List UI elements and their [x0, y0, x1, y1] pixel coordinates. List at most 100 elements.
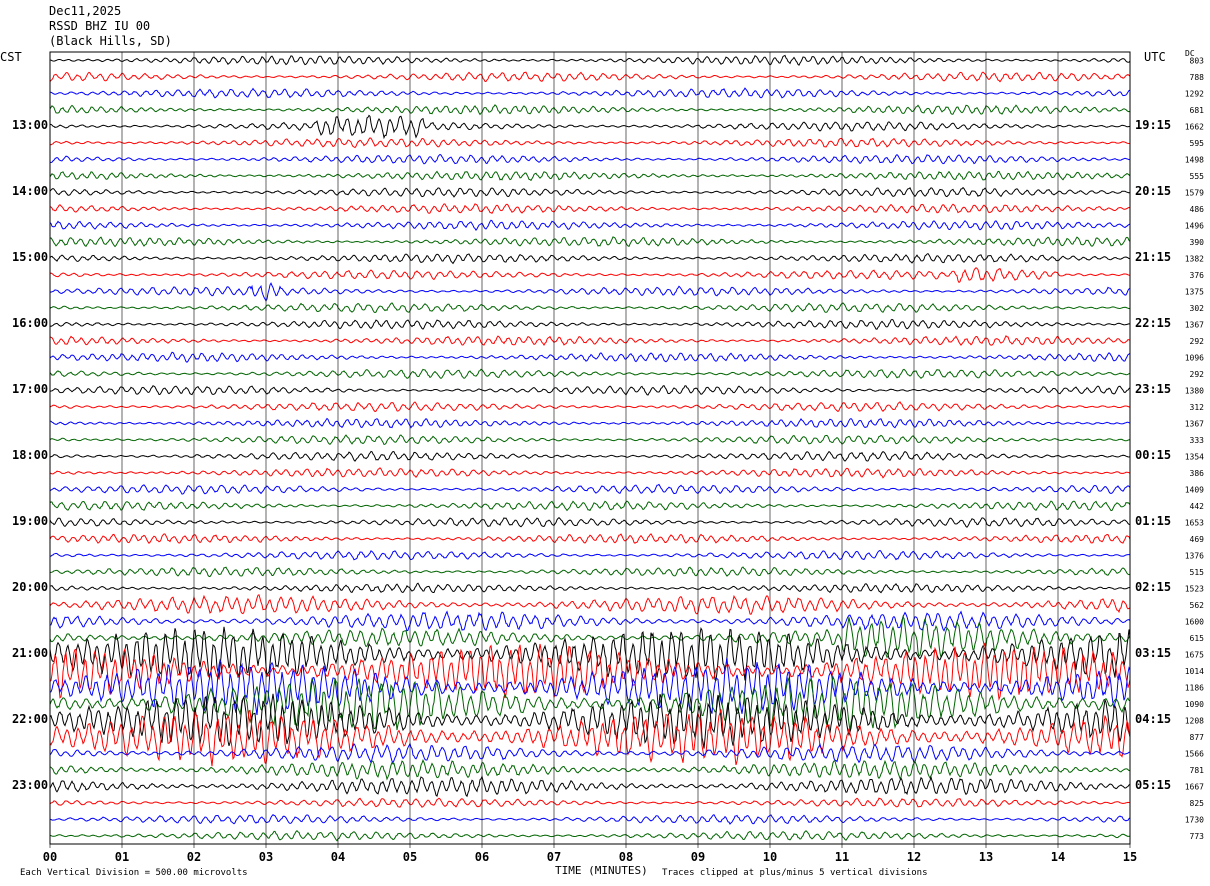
trace-line	[49, 814, 1131, 825]
right-time-label: 21:15	[1135, 250, 1172, 265]
x-tick-label: 02	[187, 850, 201, 864]
dc-offset-value: 469	[1190, 535, 1205, 544]
dc-offset-value: 376	[1190, 271, 1205, 280]
left-time-label: 16:00	[12, 316, 49, 331]
trace-line	[49, 302, 1131, 314]
dc-offset-value: 1523	[1185, 584, 1204, 593]
left-time-label: 22:00	[12, 712, 49, 727]
trace-line	[50, 87, 1131, 99]
trace-line	[49, 797, 1131, 808]
dc-header-label: DC	[1185, 49, 1195, 58]
x-tick-label: 09	[691, 850, 705, 864]
trace-line	[49, 434, 1131, 445]
x-tick-label: 15	[1123, 850, 1137, 864]
trace-line	[49, 675, 1131, 731]
location-label: (Black Hills, SD)	[49, 34, 172, 48]
minute-gridlines	[49, 51, 1131, 848]
x-tick-label: 05	[403, 850, 417, 864]
x-tick-label: 04	[331, 850, 345, 864]
dc-offset-value: 877	[1190, 733, 1205, 742]
left-time-label: 23:00	[12, 778, 49, 793]
dc-offset-value: 333	[1190, 436, 1205, 445]
dc-offset-value: 1354	[1185, 452, 1204, 461]
trace-line	[49, 335, 1131, 346]
right-time-label: 02:15	[1135, 580, 1172, 595]
right-time-label: 03:15	[1135, 646, 1172, 661]
dc-offset-value: 1498	[1185, 155, 1204, 164]
x-tick-label: 10	[763, 850, 777, 864]
dc-offset-value: 292	[1190, 337, 1205, 346]
trace-line	[49, 829, 1131, 842]
trace-line	[49, 170, 1131, 182]
right-time-label: 05:15	[1135, 778, 1172, 793]
x-tick-label: 12	[907, 850, 921, 864]
x-tick-label: 06	[475, 850, 489, 864]
x-tick-label: 00	[43, 850, 57, 864]
x-tick-label: 13	[979, 850, 993, 864]
trace-line	[49, 54, 1131, 66]
trace-line	[49, 693, 1131, 749]
trace-line	[50, 417, 1131, 429]
left-time-label: 20:00	[12, 580, 49, 595]
dc-offset-value: 781	[1190, 766, 1205, 775]
x-tick-label: 03	[259, 850, 273, 864]
dc-offset-value: 1014	[1185, 667, 1204, 676]
dc-offset-labels: 803 788 1292 681 1662 595 1498 555 1579 486 1496 39…	[1185, 56, 1204, 841]
trace-line	[49, 549, 1131, 561]
trace-line	[49, 742, 1130, 765]
trace-line	[49, 137, 1131, 149]
trace-line	[49, 114, 1131, 140]
x-tick-label: 07	[547, 850, 561, 864]
trace-line	[49, 775, 1131, 798]
dc-offset-value: 1375	[1185, 287, 1204, 296]
left-time-label: 18:00	[12, 448, 49, 463]
dc-offset-value: 615	[1190, 634, 1205, 643]
right-time-label: 20:15	[1135, 184, 1172, 199]
right-time-label: 22:15	[1135, 316, 1172, 331]
dc-offset-value: 1367	[1185, 320, 1204, 329]
trace-line	[49, 203, 1131, 214]
dc-offset-value: 386	[1190, 469, 1205, 478]
x-axis-title: TIME (MINUTES)	[555, 864, 648, 877]
dc-offset-value: 1096	[1185, 353, 1204, 362]
trace-line	[49, 533, 1131, 544]
trace-line	[49, 450, 1131, 462]
right-timezone-label: UTC	[1144, 50, 1166, 64]
station-label: RSSD BHZ IU 00	[49, 19, 151, 33]
dc-offset-value: 555	[1190, 172, 1205, 181]
trace-line	[49, 657, 1131, 716]
dc-offset-value: 312	[1190, 403, 1205, 412]
trace-line	[50, 610, 1131, 632]
trace-line	[49, 282, 1131, 302]
trace-line	[49, 368, 1131, 380]
trace-line	[49, 351, 1131, 363]
trace-line	[49, 594, 1131, 615]
dc-offset-value: 1292	[1185, 89, 1204, 98]
trace-line	[49, 483, 1131, 495]
trace-line	[49, 384, 1131, 396]
dc-offset-value: 390	[1190, 238, 1205, 247]
dc-offset-value: 1662	[1185, 122, 1204, 131]
dc-offset-value: 1380	[1185, 386, 1204, 395]
left-time-label: 17:00	[12, 382, 49, 397]
trace-line	[49, 401, 1131, 413]
trace-line	[49, 267, 1131, 284]
right-time-label: 01:15	[1135, 514, 1172, 529]
right-time-label: 23:15	[1135, 382, 1172, 397]
dc-offset-value: 681	[1190, 106, 1205, 115]
x-tick-label: 01	[115, 850, 129, 864]
x-tick-label: 11	[835, 850, 849, 864]
trace-line	[49, 709, 1131, 767]
trace-line	[49, 758, 1131, 781]
trace-line	[49, 517, 1131, 528]
scale-note: Each Vertical Division = 500.00 microvol…	[20, 868, 248, 878]
dc-offset-value: 1376	[1185, 551, 1204, 560]
x-tick-label: 08	[619, 850, 633, 864]
left-time-label: 19:00	[12, 514, 49, 529]
right-time-label: 19:15	[1135, 118, 1172, 133]
dc-offset-value: 1579	[1185, 188, 1204, 197]
x-axis-ticks: 00 01 02 03 04 05 06 07 08 09 10 11 12 13 14 15	[43, 850, 1137, 864]
dc-offset-value: 1208	[1185, 716, 1204, 725]
dc-offset-value: 825	[1190, 799, 1205, 808]
